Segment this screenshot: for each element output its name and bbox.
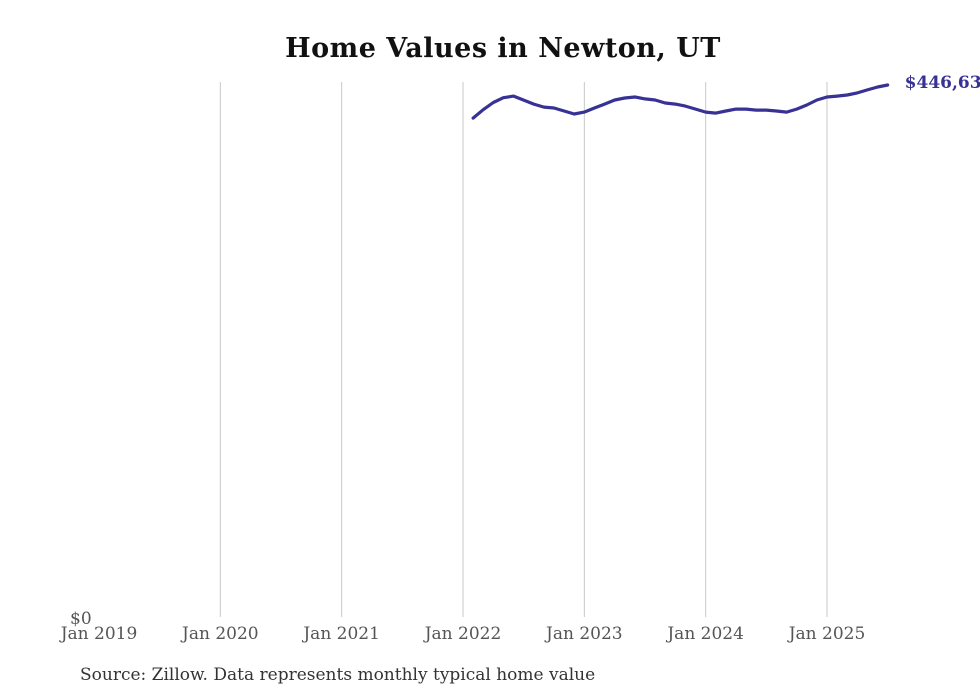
x-tick-label-jan-2020: Jan 2020 [182, 624, 259, 644]
series-end-value-label: $446,632 [904, 73, 980, 93]
chart-title: Home Values in Newton, UT [285, 33, 721, 64]
source-note: Source: Zillow. Data represents monthly … [80, 665, 596, 685]
x-tick-label-jan-2023: Jan 2023 [546, 624, 623, 644]
x-tick-label-jan-2019: Jan 2019 [60, 624, 138, 644]
y-axis-zero-label: $0 [70, 609, 92, 629]
x-tick-label-jan-2022: Jan 2022 [424, 624, 502, 644]
x-tick-label-jan-2021: Jan 2021 [303, 624, 380, 644]
x-tick-label-jan-2025: Jan 2025 [788, 624, 866, 644]
home-value-line [471, 83, 890, 120]
x-tick-label-jan-2024: Jan 2024 [667, 624, 744, 644]
